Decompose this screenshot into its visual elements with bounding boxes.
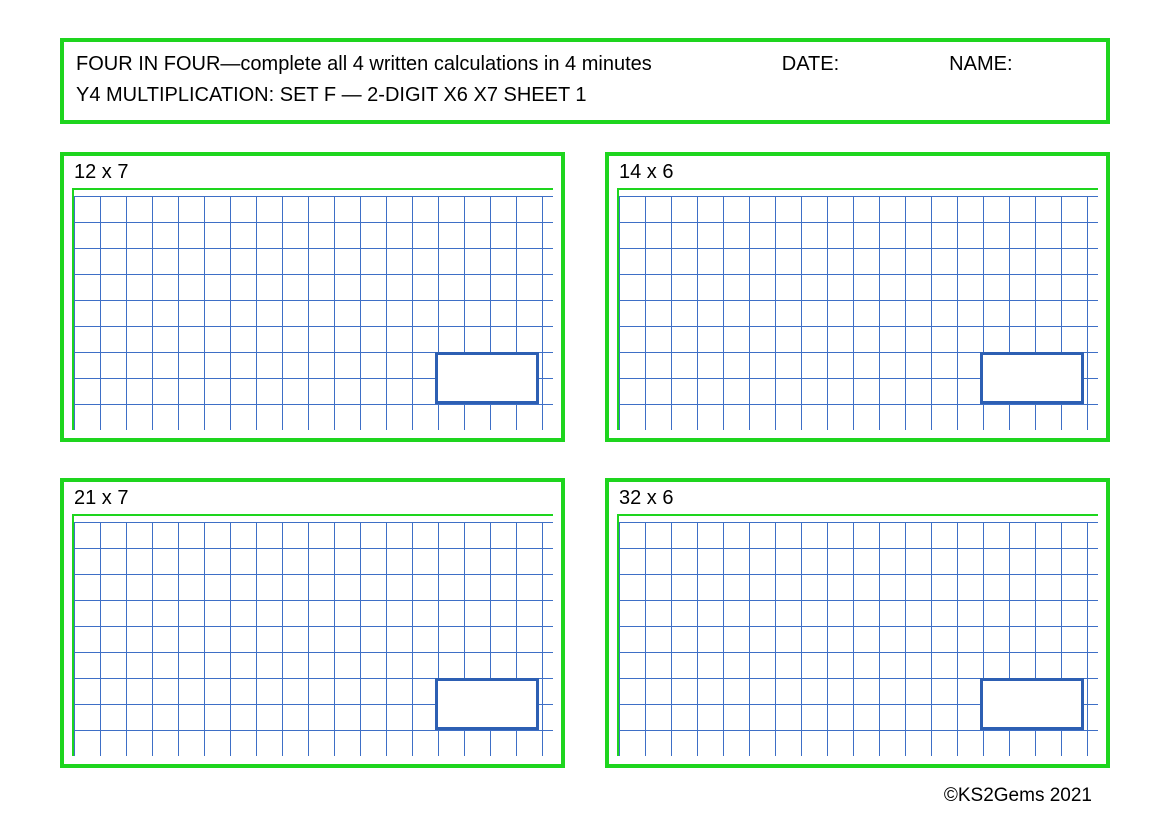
header-box: FOUR IN FOUR—complete all 4 written calc… [60,38,1110,124]
problem-box-1: 12 x 7 [60,152,565,442]
problem-expression: 21 x 7 [72,486,553,514]
work-area [617,514,1098,756]
work-area [72,514,553,756]
problem-expression: 12 x 7 [72,160,553,188]
answer-box [435,352,539,404]
problems-grid: 12 x 7 14 x 6 21 x 7 32 x 6 [60,152,1110,768]
worksheet-page: FOUR IN FOUR—complete all 4 written calc… [0,0,1170,827]
problem-box-2: 14 x 6 [605,152,1110,442]
answer-box [980,678,1084,730]
answer-box [435,678,539,730]
copyright-footer: ©KS2Gems 2021 [944,785,1092,807]
subtitle-text: Y4 MULTIPLICATION: SET F — 2-DIGIT X6 X7… [76,81,1094,110]
header-row-1: FOUR IN FOUR—complete all 4 written calc… [76,50,1094,79]
problem-expression: 32 x 6 [617,486,1098,514]
problem-expression: 14 x 6 [617,160,1098,188]
problem-box-4: 32 x 6 [605,478,1110,768]
work-area [72,188,553,430]
name-label: NAME: [949,50,1012,79]
date-label: DATE: [782,50,839,79]
work-area [617,188,1098,430]
problem-box-3: 21 x 7 [60,478,565,768]
answer-box [980,352,1084,404]
instruction-text: FOUR IN FOUR—complete all 4 written calc… [76,50,652,79]
